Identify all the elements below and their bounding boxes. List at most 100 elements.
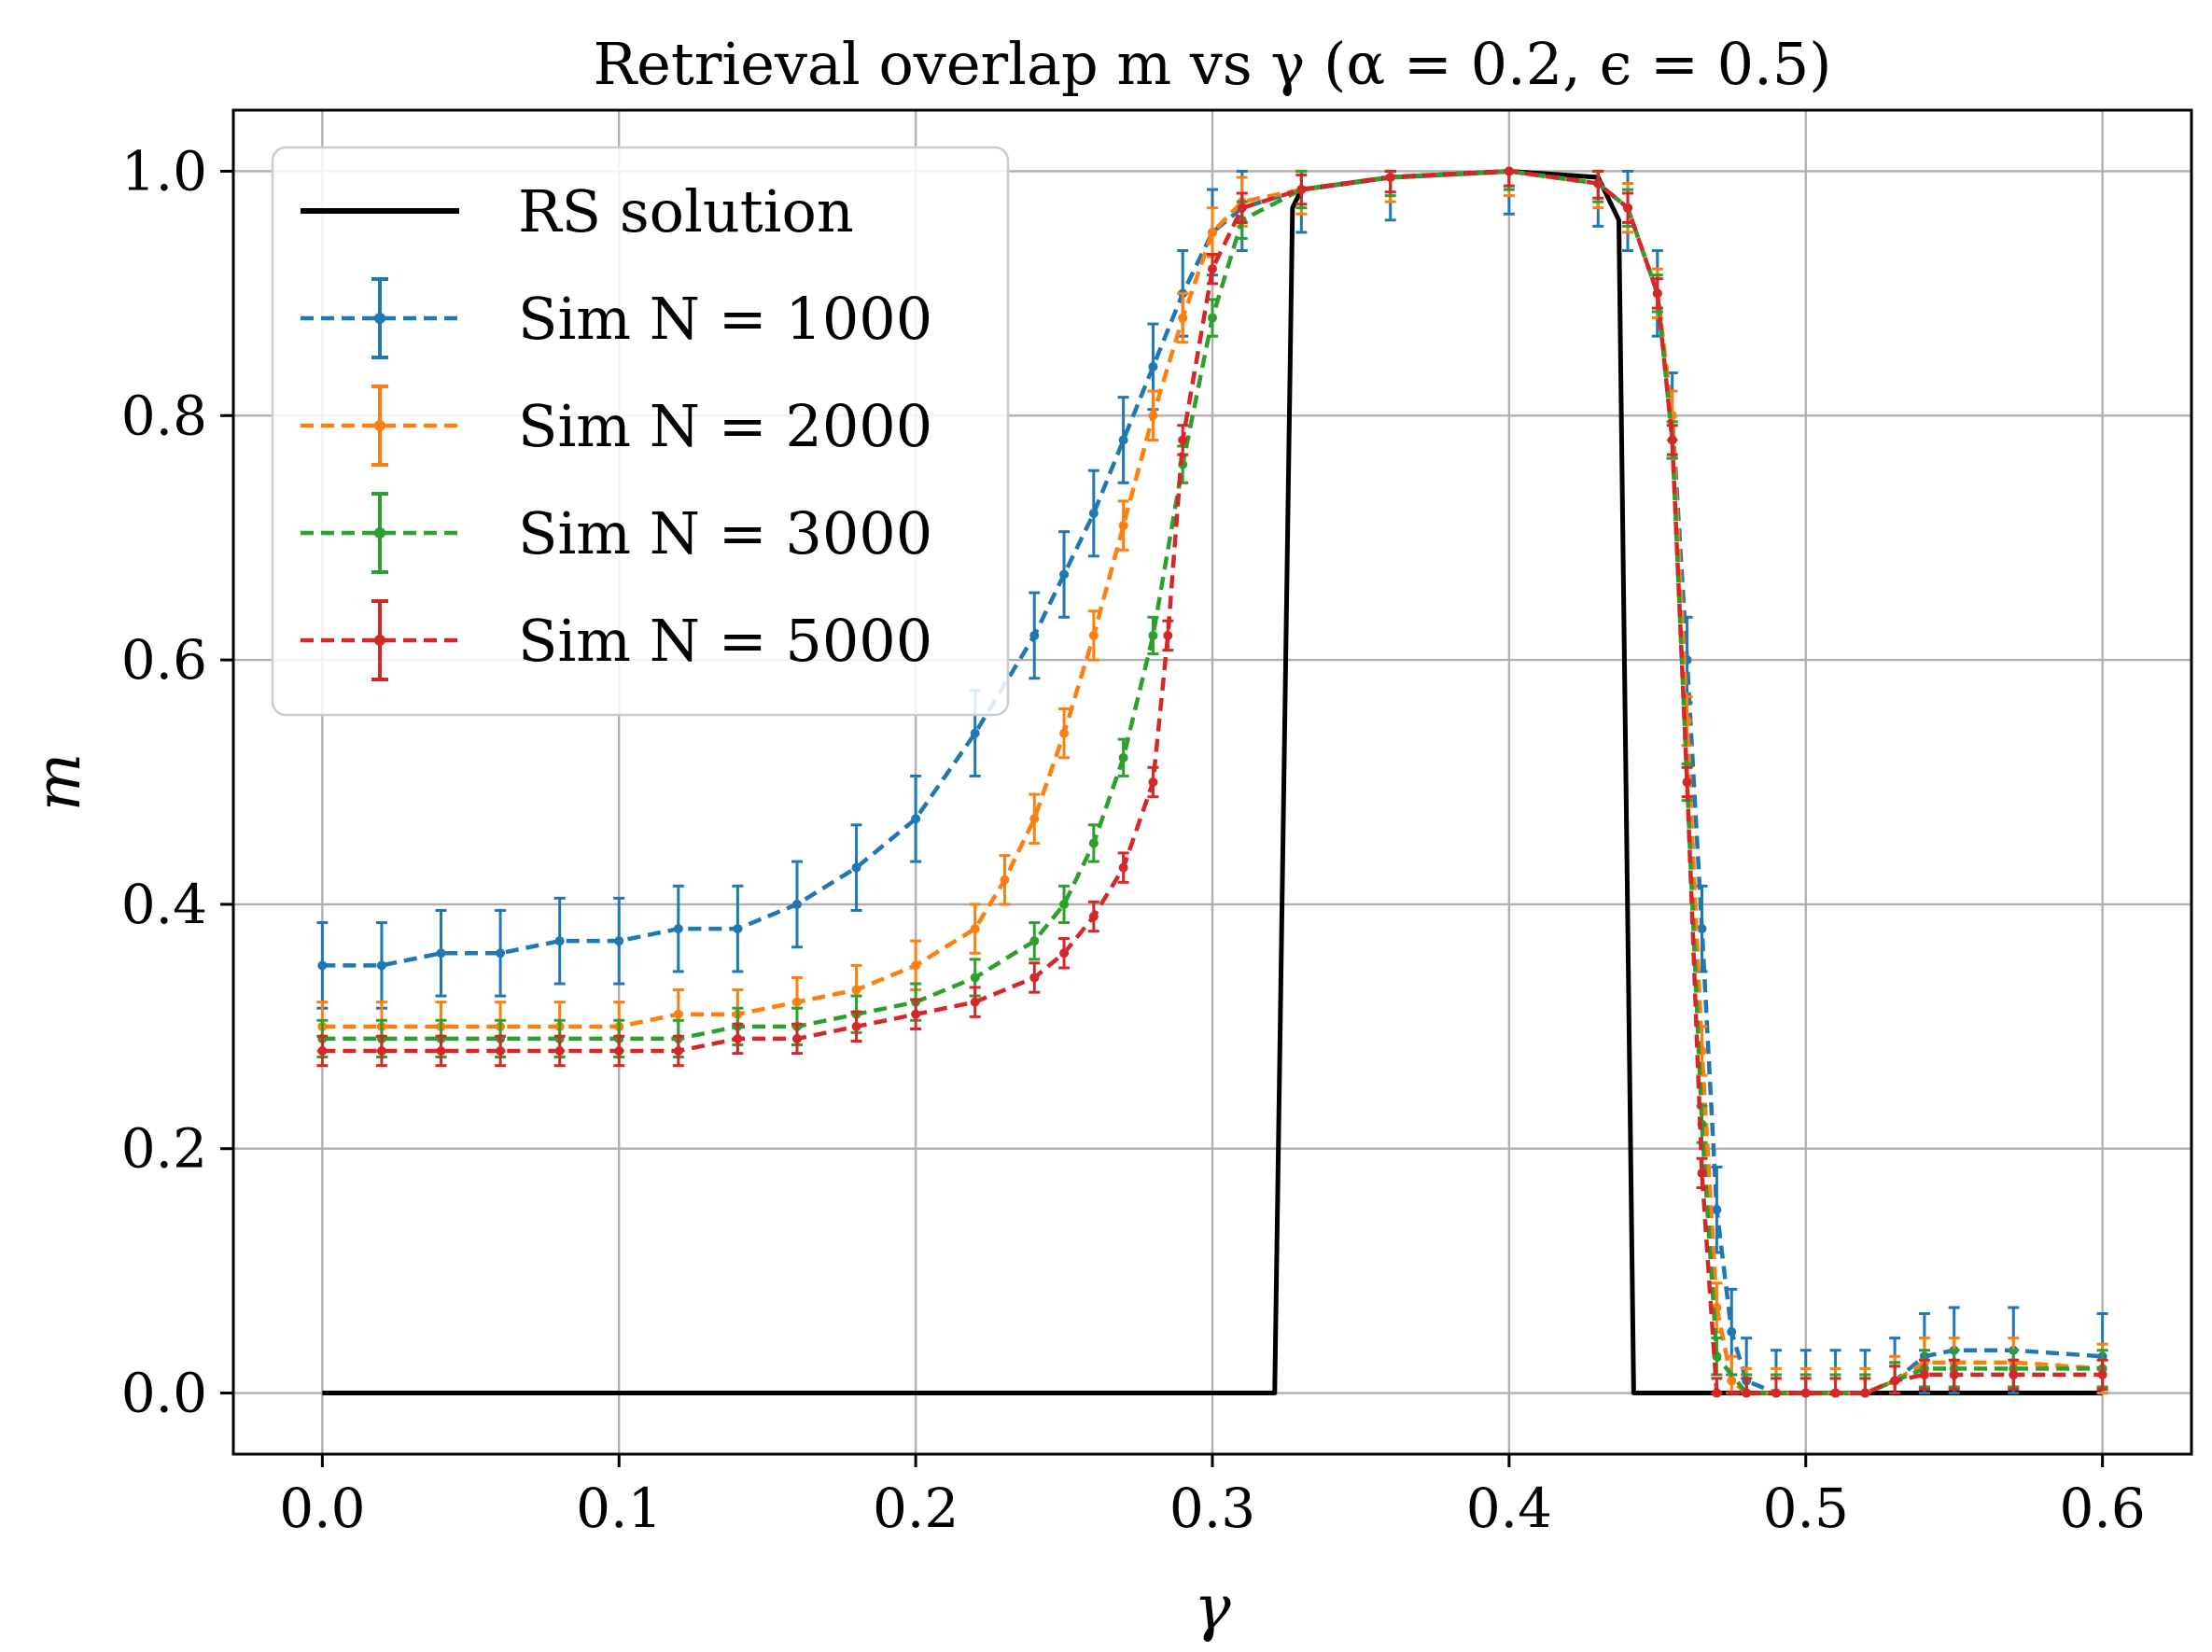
legend-entry-3: Sim N = 3000: [301, 492, 932, 574]
data-point: [851, 1021, 861, 1031]
data-point: [1163, 630, 1173, 640]
data-point: [1029, 936, 1040, 946]
data-point: [1890, 1376, 1900, 1386]
data-point: [970, 997, 980, 1007]
data-point: [1712, 1205, 1722, 1215]
data-point: [1697, 924, 1707, 934]
data-point: [436, 948, 446, 959]
legend-marker: [374, 527, 385, 539]
data-point: [733, 924, 743, 934]
legend-marker: [374, 420, 385, 431]
y-axis-ticks: 0.0 0.2 0.4 0.6 0.8 1.0: [121, 139, 233, 1425]
data-point: [673, 1046, 683, 1056]
legend-entry-4: Sim N = 5000: [301, 599, 932, 681]
data-point: [1697, 1168, 1707, 1178]
data-point: [791, 1033, 802, 1043]
data-point: [614, 1046, 624, 1056]
y-tick-label: 0.0: [121, 1362, 207, 1425]
x-axis-ticks: 0.0 0.1 0.2 0.3 0.4 0.5 0.6: [279, 1454, 2146, 1540]
legend-entry-1: Sim N = 1000: [301, 277, 932, 359]
data-point: [733, 1033, 743, 1043]
data-point: [1860, 1388, 1870, 1398]
data-point: [1088, 838, 1099, 848]
data-point: [1088, 509, 1099, 518]
data-point: [554, 936, 565, 946]
data-point: [1712, 1388, 1722, 1398]
y-tick-label: 0.6: [121, 628, 207, 692]
data-point: [1178, 435, 1188, 445]
data-point: [1029, 630, 1040, 640]
data-point: [1029, 973, 1040, 983]
data-point: [1727, 1376, 1737, 1386]
data-point: [1919, 1369, 1929, 1379]
data-point: [1059, 948, 1070, 959]
data-point: [496, 948, 506, 959]
legend-label: Sim N = 3000: [518, 499, 932, 567]
data-point: [317, 960, 328, 971]
data-point: [1088, 630, 1099, 640]
data-point: [1652, 288, 1662, 299]
data-point: [1029, 814, 1040, 824]
x-tick-label: 0.1: [576, 1477, 662, 1540]
legend-label: Sim N = 2000: [518, 392, 932, 460]
data-point: [1667, 435, 1677, 445]
data-point: [970, 924, 980, 934]
y-tick-label: 0.4: [121, 873, 207, 936]
data-point: [970, 973, 980, 983]
legend-marker: [374, 635, 385, 646]
data-point: [673, 1009, 683, 1019]
legend-entry-0: RS solution: [301, 177, 854, 245]
data-point: [851, 862, 861, 873]
y-tick-label: 0.8: [121, 384, 207, 447]
data-point: [791, 899, 802, 909]
data-point: [911, 1009, 921, 1019]
legend-marker: [374, 313, 385, 324]
legend-entries: RS solution Sim N = 1000 Sim N = 2000 Sim N…: [301, 177, 932, 681]
data-point: [1208, 227, 1217, 237]
data-point: [2009, 1369, 2019, 1379]
legend-label: RS solution: [518, 177, 854, 245]
data-point: [1682, 777, 1692, 787]
data-point: [851, 985, 861, 995]
data-point: [673, 924, 683, 934]
x-tick-label: 0.4: [1466, 1477, 1552, 1540]
data-point: [317, 1046, 328, 1056]
data-point: [1088, 912, 1099, 921]
data-point: [1059, 899, 1070, 909]
data-point: [1385, 173, 1395, 182]
data-point: [1830, 1388, 1841, 1398]
data-point: [1208, 313, 1217, 323]
data-point: [1118, 435, 1128, 445]
x-tick-label: 0.2: [873, 1477, 959, 1540]
data-point: [376, 960, 386, 971]
legend-box: [271, 146, 1010, 717]
legend-label: Sim N = 1000: [518, 285, 932, 353]
simulation-series-group: [316, 166, 2108, 1398]
data-point: [1059, 728, 1070, 738]
data-point: [1000, 875, 1010, 885]
data-point: [1148, 777, 1158, 787]
series-line: [322, 169, 2103, 1395]
legend: RS solution Sim N = 1000 Sim N = 2000 Sim N…: [271, 146, 1010, 717]
data-point: [1742, 1388, 1752, 1398]
data-point: [496, 1046, 506, 1056]
chart-title: Retrieval overlap m vs γ (α = 0.2, ϵ = 0…: [594, 30, 1832, 98]
data-point: [1118, 521, 1128, 531]
data-point: [2097, 1369, 2107, 1379]
data-point: [1148, 411, 1158, 421]
x-axis-label: γ: [1194, 1572, 1231, 1644]
x-tick-label: 0.5: [1763, 1477, 1849, 1540]
data-point: [1237, 203, 1247, 213]
data-point: [1296, 185, 1307, 195]
data-point: [1771, 1388, 1781, 1398]
data-point: [1208, 264, 1217, 274]
data-point: [1148, 630, 1158, 640]
data-point: [970, 728, 980, 738]
data-point: [436, 1046, 446, 1056]
data-point: [911, 960, 921, 971]
data-point: [1727, 1327, 1737, 1337]
data-point: [1504, 166, 1514, 176]
legend-entry-2: Sim N = 2000: [301, 385, 932, 467]
data-point: [1623, 203, 1633, 213]
